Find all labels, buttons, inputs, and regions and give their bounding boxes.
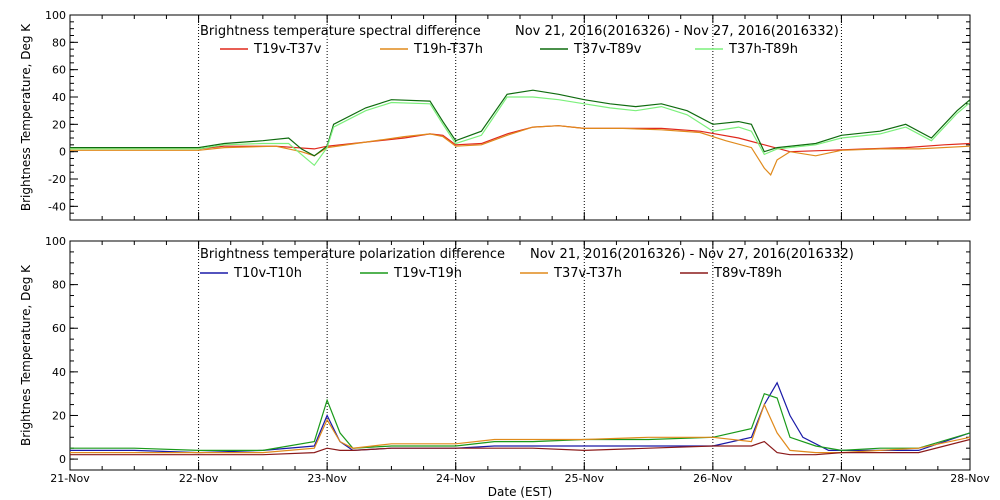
- legend-label: T19v-T37v: [253, 42, 322, 57]
- plot-frame: [69, 14, 971, 221]
- series-line-T19v-T37v: [70, 125, 970, 153]
- series-line-T10v-T10h: [70, 381, 970, 454]
- date-range-label: Nov 21, 2016(2016326) - Nov 27, 2016(201…: [530, 247, 854, 262]
- legend-label: T19v-T19h: [393, 266, 462, 281]
- legend-label: T37v-T89v: [573, 42, 642, 57]
- y-tick-label: 20: [52, 409, 66, 422]
- panel-title: Brightness temperature spectral differen…: [200, 24, 481, 39]
- series-line-T37h-T89h: [70, 96, 970, 167]
- chart-panel-2: 0 20 40 60 80 100 21-Nov 22-Nov 23-Nov 24-Nov 25-N…: [19, 235, 990, 499]
- y-tick-label: 60: [52, 64, 66, 77]
- date-range-label: Nov 21, 2016(2016326) - Nov 27, 2016(201…: [515, 24, 839, 39]
- x-tick-label: 24-Nov: [436, 472, 476, 485]
- y-tick-label: 80: [52, 36, 66, 49]
- y-tick-label: 60: [52, 322, 66, 335]
- x-tick-label: 26-Nov: [693, 472, 733, 485]
- series-line-T89v-T89h: [70, 438, 970, 456]
- legend-label: T37v-T37h: [553, 266, 622, 281]
- y-axis-title: Brightness Temperature, Deg K: [19, 23, 33, 211]
- y-tick-label: 0: [59, 453, 66, 466]
- y-axis-title: Brightnes Temperature, Deg K: [19, 264, 33, 446]
- x-tick-label: 23-Nov: [307, 472, 347, 485]
- y-tick-label: 80: [52, 279, 66, 292]
- series-line-T19h-T37h: [70, 125, 970, 176]
- y-tick-label: -20: [48, 173, 66, 186]
- x-tick-label: 22-Nov: [179, 472, 219, 485]
- series-line-T19v-T19h: [70, 392, 970, 452]
- x-tick-label: 21-Nov: [50, 472, 90, 485]
- y-tick-label: 40: [52, 366, 66, 379]
- y-tick-label: 40: [52, 91, 66, 104]
- y-tick-label: 100: [45, 235, 66, 248]
- plot-frame: [69, 240, 971, 471]
- x-tick-label: 28-Nov: [950, 472, 990, 485]
- legend-label: T89v-T89h: [713, 266, 782, 281]
- x-tick-label: 27-Nov: [822, 472, 862, 485]
- series-line-T37v-T37h: [70, 402, 970, 454]
- legend-label: T37h-T89h: [728, 42, 798, 57]
- y-tick-label: 0: [59, 146, 66, 159]
- x-axis-title: Date (EST): [488, 485, 552, 499]
- panel-title: Brightness temperature polarization diff…: [200, 247, 505, 262]
- legend-label: T10v-T10h: [233, 266, 302, 281]
- x-tick-label: 25-Nov: [565, 472, 605, 485]
- y-tick-label: 100: [45, 9, 66, 22]
- legend-label: T19h-T37h: [413, 42, 483, 57]
- series-line-T37v-T89v: [70, 89, 970, 157]
- y-tick-label: -40: [48, 200, 66, 213]
- chart-panel-1: -40 -20 0 20 40 60 80 100 Brightness Temperature…: [19, 9, 971, 221]
- y-tick-label: 20: [52, 118, 66, 131]
